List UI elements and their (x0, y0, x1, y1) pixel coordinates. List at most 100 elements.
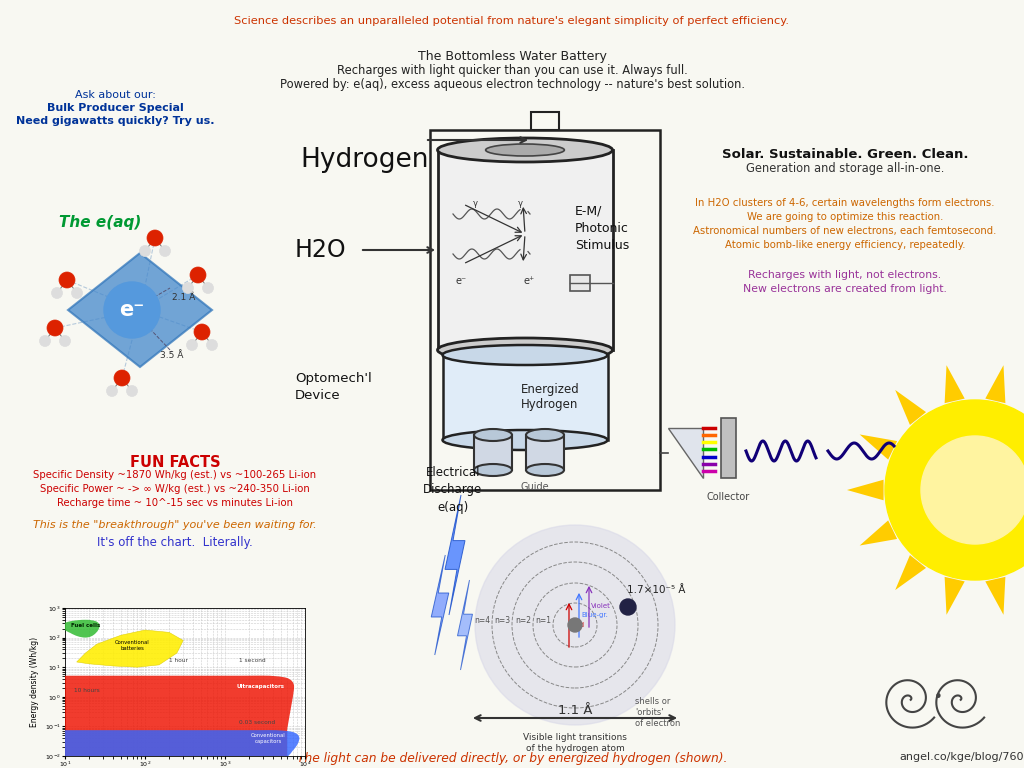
Text: The e(aq): The e(aq) (58, 215, 141, 230)
Text: 0.03 second: 0.03 second (239, 720, 275, 725)
Text: Bulk Producer Special: Bulk Producer Special (47, 103, 183, 113)
Text: Need gigawatts quickly? Try us.: Need gigawatts quickly? Try us. (15, 116, 214, 126)
Ellipse shape (442, 345, 607, 365)
Bar (570, 275, 590, 291)
Circle shape (885, 400, 1024, 580)
Text: New electrons are created from light.: New electrons are created from light. (743, 284, 947, 294)
Text: We are going to optimize this reaction.: We are going to optimize this reaction. (746, 212, 943, 222)
Polygon shape (668, 428, 703, 478)
Text: Fuel cells: Fuel cells (71, 624, 100, 628)
Circle shape (114, 370, 130, 386)
Ellipse shape (437, 338, 612, 362)
Ellipse shape (0, 730, 299, 765)
Circle shape (104, 282, 160, 338)
Bar (438, 150, 613, 350)
Text: Energized
Hydrogen: Energized Hydrogen (520, 383, 580, 411)
Text: γ: γ (518, 199, 523, 208)
Polygon shape (985, 577, 1006, 615)
Text: Solar. Sustainable. Green. Clean.: Solar. Sustainable. Green. Clean. (722, 148, 969, 161)
Text: In H2O clusters of 4-6, certain wavelengths form electrons.: In H2O clusters of 4-6, certain waveleng… (695, 198, 994, 208)
Text: Red: Red (571, 622, 584, 628)
Text: Astronomical numbers of new electrons, each femtosecond.: Astronomical numbers of new electrons, e… (693, 226, 996, 236)
Ellipse shape (61, 620, 99, 637)
Text: H2O: H2O (295, 238, 347, 262)
Y-axis label: Energy density (Wh/kg): Energy density (Wh/kg) (31, 637, 39, 727)
Text: Electrical
Discharge
e(aq): Electrical Discharge e(aq) (423, 466, 482, 514)
Ellipse shape (526, 464, 564, 476)
Circle shape (40, 336, 50, 346)
Polygon shape (77, 630, 183, 667)
Text: Ask about our:: Ask about our: (75, 90, 156, 100)
Text: E-M/
Photonic
Stimulus: E-M/ Photonic Stimulus (575, 205, 630, 252)
Circle shape (186, 339, 198, 350)
Text: Violet: Violet (591, 604, 611, 610)
Text: Specific Power ~ -> ∞ W/kg (est.) vs ~240-350 Li-ion: Specific Power ~ -> ∞ W/kg (est.) vs ~24… (40, 484, 310, 494)
Text: Hydrogen: Hydrogen (300, 147, 428, 173)
Circle shape (207, 339, 217, 350)
Text: Recharges with light quicker than you can use it. Always full.: Recharges with light quicker than you ca… (337, 64, 687, 77)
Circle shape (182, 283, 194, 293)
Text: Powered by: e(aq), excess aqueous electron technology -- nature's best solution.: Powered by: e(aq), excess aqueous electr… (280, 78, 744, 91)
Polygon shape (458, 580, 472, 670)
Bar (474, 435, 512, 470)
Bar (531, 112, 559, 130)
Ellipse shape (485, 144, 564, 156)
Text: 1 second: 1 second (239, 658, 265, 663)
Polygon shape (985, 366, 1006, 403)
Text: Optomech'l
Device: Optomech'l Device (295, 372, 372, 402)
Circle shape (51, 287, 62, 299)
Text: Ultracapacitors: Ultracapacitors (237, 684, 285, 689)
Text: n=2: n=2 (515, 616, 531, 625)
Ellipse shape (474, 464, 512, 476)
Polygon shape (68, 253, 212, 367)
Text: Conventional
capacitors: Conventional capacitors (251, 733, 286, 743)
Text: n=1: n=1 (535, 616, 551, 625)
Circle shape (475, 525, 675, 725)
Circle shape (147, 230, 163, 246)
Text: γ: γ (473, 199, 478, 208)
Bar (721, 418, 736, 478)
Text: Science describes an unparalleled potential from nature's elegant simplicity of : Science describes an unparalleled potent… (234, 16, 790, 26)
Text: The Bottomless Water Battery: The Bottomless Water Battery (418, 50, 606, 63)
Circle shape (127, 386, 137, 396)
Bar (443, 355, 608, 440)
Ellipse shape (437, 138, 612, 162)
Circle shape (921, 436, 1024, 544)
Text: 1.7×10⁻⁵ Å: 1.7×10⁻⁵ Å (627, 585, 685, 595)
Text: 3.5 Å: 3.5 Å (160, 351, 183, 360)
Polygon shape (944, 366, 965, 403)
Text: 1.1 Å: 1.1 Å (558, 704, 592, 717)
Polygon shape (895, 390, 926, 425)
Circle shape (59, 272, 75, 288)
Text: The light can be delivered directly, or by energized hydrogen (shown).: The light can be delivered directly, or … (297, 752, 727, 765)
Text: Visible light transitions
of the hydrogen atom: Visible light transitions of the hydroge… (523, 733, 627, 753)
Circle shape (59, 336, 71, 346)
Text: Atomic bomb-like energy efficiency, repeatedly.: Atomic bomb-like energy efficiency, repe… (725, 240, 966, 250)
Text: Guide: Guide (520, 482, 549, 492)
Text: shells or
'orbits'
of electron: shells or 'orbits' of electron (635, 697, 680, 728)
Text: e⁺: e⁺ (523, 276, 535, 286)
Polygon shape (445, 495, 465, 615)
Text: Blue-gr.: Blue-gr. (581, 612, 608, 618)
Polygon shape (431, 555, 449, 655)
Text: e⁻: e⁻ (456, 276, 467, 286)
Text: e⁻: e⁻ (120, 300, 144, 320)
Ellipse shape (474, 429, 512, 441)
Text: 2.1 Å: 2.1 Å (172, 293, 196, 302)
Circle shape (190, 267, 206, 283)
Ellipse shape (0, 676, 294, 768)
Text: 1 hour: 1 hour (169, 658, 188, 663)
Polygon shape (944, 577, 965, 615)
Text: It's off the chart.  Literally.: It's off the chart. Literally. (97, 536, 253, 549)
Circle shape (47, 320, 63, 336)
Circle shape (620, 599, 636, 615)
Circle shape (568, 618, 582, 632)
Ellipse shape (442, 430, 607, 450)
Polygon shape (847, 480, 884, 500)
Circle shape (160, 246, 171, 257)
Text: angel.co/kge/blog/7605: angel.co/kge/blog/7605 (899, 752, 1024, 762)
Ellipse shape (526, 429, 564, 441)
Text: Specific Density ~1870 Wh/kg (est.) vs ~100-265 Li-ion: Specific Density ~1870 Wh/kg (est.) vs ~… (34, 470, 316, 480)
Circle shape (139, 246, 151, 257)
Text: •: • (934, 690, 942, 705)
